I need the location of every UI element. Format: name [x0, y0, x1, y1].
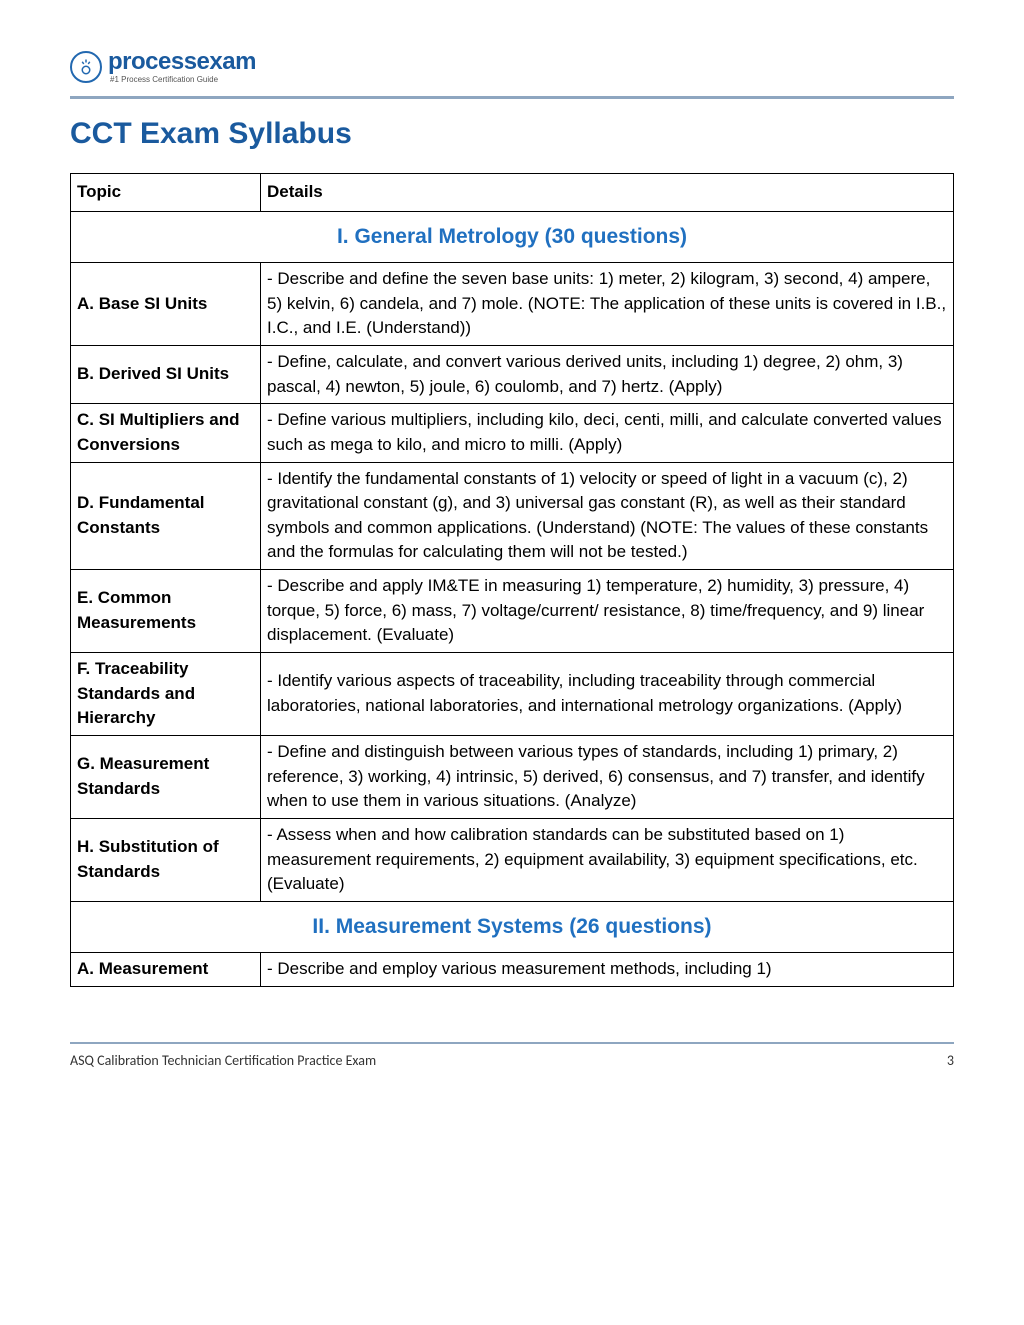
topic-cell: C. SI Multipliers and Conversions	[71, 404, 261, 462]
header-divider	[70, 96, 954, 99]
details-cell: - Identify various aspects of traceabili…	[261, 653, 954, 736]
table-row: A. Measurement- Describe and employ vari…	[71, 953, 954, 987]
details-cell: - Identify the fundamental constants of …	[261, 462, 954, 570]
footer-divider	[70, 1042, 954, 1044]
header: processexam #1 Process Certification Gui…	[70, 50, 954, 84]
details-cell: - Define various multipliers, including …	[261, 404, 954, 462]
table-row: E. Common Measurements- Describe and app…	[71, 570, 954, 653]
table-row: F. Traceability Standards and Hierarchy-…	[71, 653, 954, 736]
topic-cell: F. Traceability Standards and Hierarchy	[71, 653, 261, 736]
topic-cell: A. Base SI Units	[71, 263, 261, 346]
footer-text: ASQ Calibration Technician Certification…	[70, 1052, 376, 1069]
logo-tagline: #1 Process Certification Guide	[110, 76, 256, 84]
details-cell: - Describe and employ various measuremen…	[261, 953, 954, 987]
table-row: H. Substitution of Standards- Assess whe…	[71, 818, 954, 901]
table-row: A. Base SI Units- Describe and define th…	[71, 263, 954, 346]
details-cell: - Define, calculate, and convert various…	[261, 346, 954, 404]
footer: ASQ Calibration Technician Certification…	[70, 1042, 954, 1069]
topic-cell: D. Fundamental Constants	[71, 462, 261, 570]
details-cell: - Assess when and how calibration standa…	[261, 818, 954, 901]
col-header-details: Details	[261, 174, 954, 212]
logo: processexam #1 Process Certification Gui…	[70, 50, 954, 84]
logo-icon	[70, 51, 102, 83]
page-number: 3	[947, 1052, 954, 1069]
topic-cell: B. Derived SI Units	[71, 346, 261, 404]
topic-cell: A. Measurement	[71, 953, 261, 987]
topic-cell: G. Measurement Standards	[71, 735, 261, 818]
section-header: II. Measurement Systems (26 questions)	[71, 901, 954, 952]
table-row: D. Fundamental Constants- Identify the f…	[71, 462, 954, 570]
topic-cell: E. Common Measurements	[71, 570, 261, 653]
col-header-topic: Topic	[71, 174, 261, 212]
table-row: B. Derived SI Units- Define, calculate, …	[71, 346, 954, 404]
logo-text: processexam	[108, 50, 256, 74]
syllabus-table: Topic Details I. General Metrology (30 q…	[70, 173, 954, 987]
topic-cell: H. Substitution of Standards	[71, 818, 261, 901]
details-cell: - Describe and apply IM&TE in measuring …	[261, 570, 954, 653]
details-cell: - Define and distinguish between various…	[261, 735, 954, 818]
section-header: I. General Metrology (30 questions)	[71, 211, 954, 262]
table-row: G. Measurement Standards- Define and dis…	[71, 735, 954, 818]
table-row: C. SI Multipliers and Conversions- Defin…	[71, 404, 954, 462]
details-cell: - Describe and define the seven base uni…	[261, 263, 954, 346]
page-title: CCT Exam Syllabus	[70, 117, 954, 151]
